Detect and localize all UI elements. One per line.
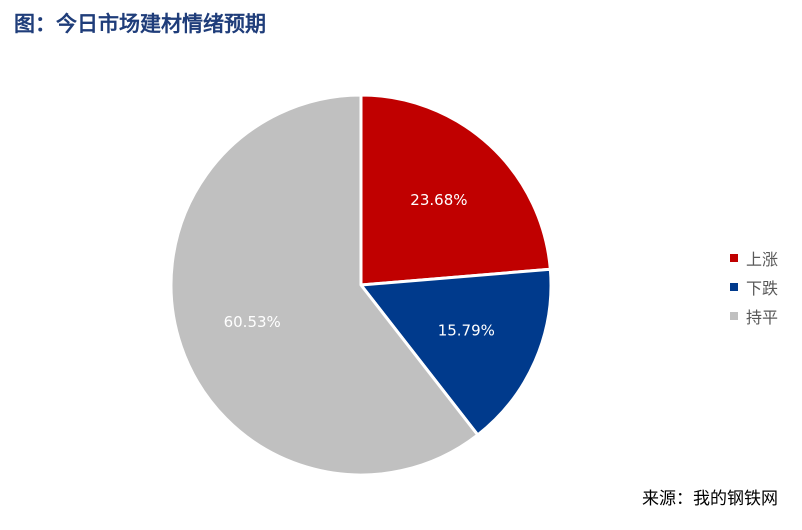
legend-swatch-rise — [730, 253, 738, 262]
legend-label-fall: 下跌 — [746, 278, 779, 298]
data-label-rise: 23.68% — [410, 191, 467, 209]
chart-title: 图：今日市场建材情绪预期 — [14, 11, 266, 36]
legend-swatch-fall — [730, 282, 738, 291]
slice-flat — [169, 93, 480, 477]
slice-rise — [359, 93, 552, 287]
data-label-fall: 15.79% — [438, 322, 495, 340]
data-label-flat: 60.53% — [224, 313, 281, 331]
legend-label-flat: 持平 — [746, 307, 779, 327]
slice-fall — [359, 267, 553, 437]
legend-swatch-flat — [730, 311, 738, 320]
source-note: 来源：我的钢铁网 — [642, 489, 778, 509]
legend-item-fall: 下跌 — [730, 272, 778, 301]
legend-item-rise: 上涨 — [730, 243, 778, 272]
legend-label-rise: 上涨 — [746, 249, 779, 269]
legend-item-flat: 持平 — [730, 301, 778, 330]
chart-legend: 上涨 下跌 持平 — [730, 243, 778, 330]
